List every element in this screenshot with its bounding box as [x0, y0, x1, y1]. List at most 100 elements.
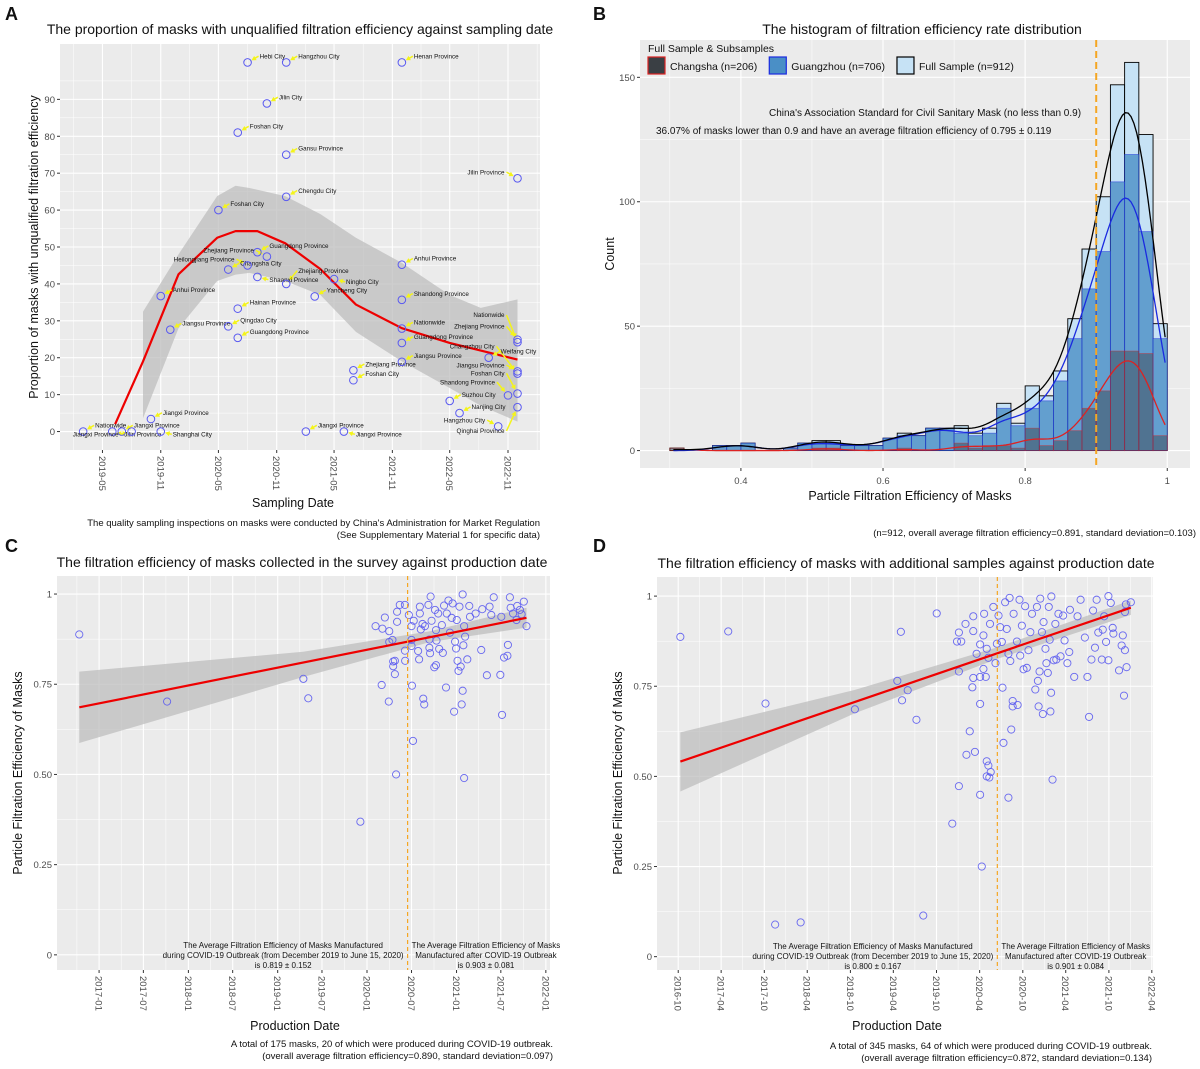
data-point: [1108, 623, 1117, 632]
data-point: [465, 601, 474, 610]
panel-c-xlabel: Production Date: [250, 1019, 340, 1033]
histogram-annotation: 36.07% of masks lower than 0.9 and have …: [656, 126, 1052, 137]
panel-c-note-during-2: during COVID-19 Outbreak (from December …: [163, 951, 404, 960]
arrowhead: [338, 278, 344, 284]
point-label: Foshan City: [365, 371, 399, 378]
data-point: [985, 619, 995, 628]
data-point: [397, 295, 407, 305]
data-point: [1085, 712, 1094, 721]
y-tick-label: 0.25: [634, 862, 653, 873]
panel-d-note-during-2: during COVID-19 Outbreak (from December …: [752, 952, 993, 961]
data-point: [1126, 598, 1135, 607]
data-point: [233, 128, 243, 137]
data-point: [1024, 646, 1033, 655]
panel-c-plot: 2017-01 2017-07 2018-01 2018-07 2019-01 2019-…: [34, 576, 550, 1011]
data-point: [1065, 647, 1074, 657]
arrowhead: [357, 363, 363, 369]
y-tick-label: 90: [44, 95, 55, 106]
data-point: [1015, 595, 1024, 604]
data-point: [505, 593, 514, 602]
plot-background: [57, 576, 550, 970]
legend-title: Full Sample & Subsamples: [648, 43, 774, 55]
y-tick-label: 40: [44, 279, 55, 290]
data-point: [1109, 629, 1118, 638]
panel-c-note-after-2: Manufactured after COVID-19 Outbreak: [415, 951, 557, 960]
histogram-bar: [1124, 350, 1140, 451]
data-point: [976, 699, 985, 708]
point-label: Qingdao City: [240, 317, 277, 324]
data-point: [796, 918, 805, 927]
arrowhead: [405, 55, 411, 61]
point-label: Hebi City: [260, 53, 286, 60]
data-point: [448, 599, 457, 608]
x-tick-label: 2018-10: [844, 976, 855, 1011]
panel-a-xlabel: Sampling Date: [252, 496, 334, 510]
data-point: [1006, 656, 1015, 666]
data-point: [156, 291, 166, 301]
data-point: [418, 619, 427, 629]
point-label: Foshan City: [471, 371, 505, 378]
point-label: Guangdong Province: [269, 243, 329, 250]
arrowhead: [164, 289, 170, 294]
panel-b-xlabel: Particle Filtration Efficiency of Masks: [808, 489, 1011, 503]
arrowhead: [261, 245, 267, 250]
y-tick-label: 60: [44, 206, 55, 217]
arrowhead: [174, 323, 180, 328]
y-tick-label: 50: [44, 243, 55, 254]
panel-d-notes: The Average Filtration Efficiency of Mas…: [752, 942, 1150, 971]
data-point: [425, 643, 434, 652]
y-tick-label: 0.25: [34, 860, 53, 871]
x-tick-label: 2018-04: [801, 976, 812, 1011]
data-point: [1122, 663, 1131, 672]
data-point: [442, 609, 451, 618]
y-tick-label: 10: [44, 390, 55, 401]
point-label: Changsha City: [240, 261, 282, 268]
point-label: Anhui Province: [414, 256, 457, 263]
arrowhead: [261, 276, 267, 282]
histogram-bar: [1110, 350, 1126, 451]
y-tick-label: 100: [619, 197, 635, 208]
data-point: [522, 622, 531, 631]
data-point: [493, 422, 503, 431]
point-label: Jilin Province: [467, 169, 505, 176]
data-point: [972, 649, 981, 658]
data-point: [444, 596, 453, 605]
data-point: [262, 99, 272, 108]
panel-d-note-after-2: Manufactured after COVID-19 Outbreak: [1005, 952, 1147, 961]
data-point: [452, 615, 461, 625]
x-tick-label: 2022-04: [1145, 976, 1156, 1011]
arrowhead: [508, 171, 514, 177]
data-point: [371, 622, 380, 631]
arrowhead: [463, 406, 469, 411]
arrowhead: [405, 321, 411, 327]
arrowhead: [500, 386, 506, 392]
x-tick-label: 2018-01: [182, 976, 193, 1011]
arrowhead: [489, 419, 495, 425]
panel-d-note-during-1: The Average Filtration Efficiency of Mas…: [773, 942, 973, 951]
data-point: [1047, 592, 1056, 601]
y-tick-label: 0.50: [634, 772, 653, 783]
panel-b-title: The histogram of filtration efficiency r…: [762, 21, 1082, 37]
data-point: [976, 640, 985, 649]
regression-line: [79, 616, 527, 709]
data-point: [1021, 602, 1030, 611]
x-tick-label: 2021-01: [450, 976, 461, 1011]
arrowhead: [405, 355, 411, 360]
label-arrow: [505, 413, 516, 432]
panel-a-plot: 2019-05 2019-11 2020-05 2020-11 2021-05 2021-…: [44, 44, 540, 491]
panel-d-xlabel: Production Date: [852, 1019, 942, 1033]
y-tick-label: 0: [647, 952, 652, 963]
x-tick-label: 2017-01: [93, 976, 104, 1011]
data-point: [349, 375, 358, 385]
point-label: Jiangsu Province: [457, 362, 505, 369]
arrowhead: [511, 384, 516, 390]
data-point: [401, 656, 410, 665]
legend-label: Changsha (n=206): [670, 61, 757, 73]
data-point: [1017, 621, 1026, 630]
data-point: [519, 597, 528, 606]
point-label: Hainan Province: [250, 300, 297, 307]
data-point: [1008, 702, 1017, 711]
data-point: [1094, 628, 1103, 637]
point-label: Zhejiang Province: [203, 248, 254, 255]
